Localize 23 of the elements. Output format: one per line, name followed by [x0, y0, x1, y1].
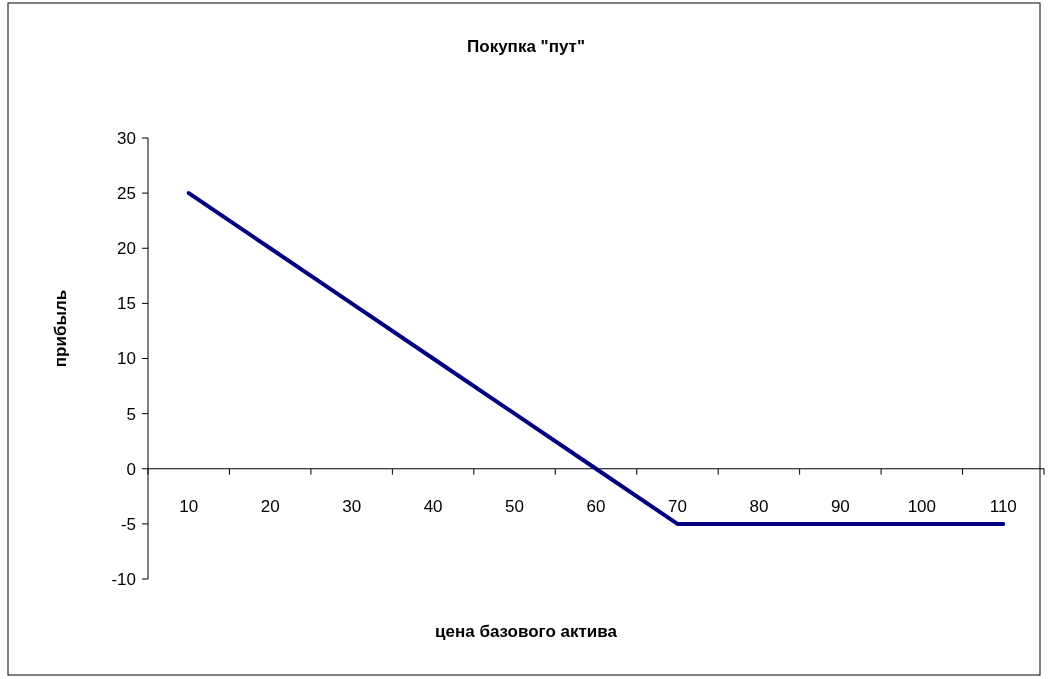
x-tick-label: 40 [423, 496, 443, 516]
y-tick-label: 0 [126, 459, 136, 479]
y-tick-label: -5 [120, 514, 136, 534]
x-tick-label: 60 [586, 496, 606, 516]
x-tick-label: 50 [505, 496, 525, 516]
y-axis-title: прибыль [51, 289, 70, 368]
x-tick-label: 10 [179, 496, 199, 516]
y-tick-label: 10 [117, 349, 136, 369]
x-tick-label: 80 [749, 496, 769, 516]
y-tick-label: -10 [111, 569, 136, 589]
chart-title: Покупка "пут" [467, 37, 585, 56]
y-tick-label: 20 [117, 239, 136, 259]
y-tick-label: 30 [117, 128, 136, 148]
y-tick-label: 25 [117, 184, 136, 204]
y-tick-label: 15 [117, 294, 136, 314]
y-tick-label: 5 [126, 404, 136, 424]
x-tick-label: 30 [342, 496, 362, 516]
x-axis-title: цена базового актива [435, 622, 618, 641]
x-tick-label: 20 [260, 496, 280, 516]
x-tick-label: 90 [830, 496, 850, 516]
x-tick-label: 110 [989, 496, 1017, 516]
x-tick-label: 70 [667, 496, 687, 516]
x-tick-label: 100 [907, 496, 937, 516]
